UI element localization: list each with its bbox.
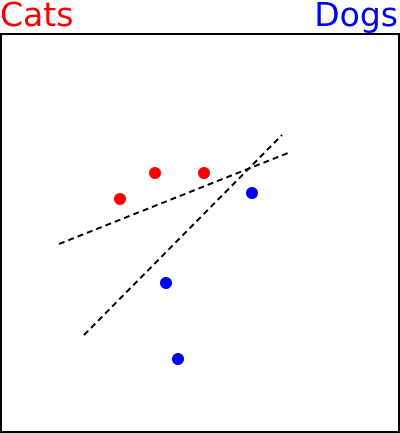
dog-point-1 [246,187,258,199]
dog-point-3 [172,353,184,365]
cat-point-2 [198,167,210,179]
divider-line-2 [83,134,283,336]
dog-point-2 [160,277,172,289]
divider-lines [58,134,289,336]
cat-point-3 [114,193,126,205]
cats-label: Cats [0,0,74,34]
cat-point-1 [149,167,161,179]
diagram-frame [0,33,400,433]
dogs-label: Dogs [314,0,398,34]
dog-points [160,187,258,365]
cat-points [114,167,210,205]
